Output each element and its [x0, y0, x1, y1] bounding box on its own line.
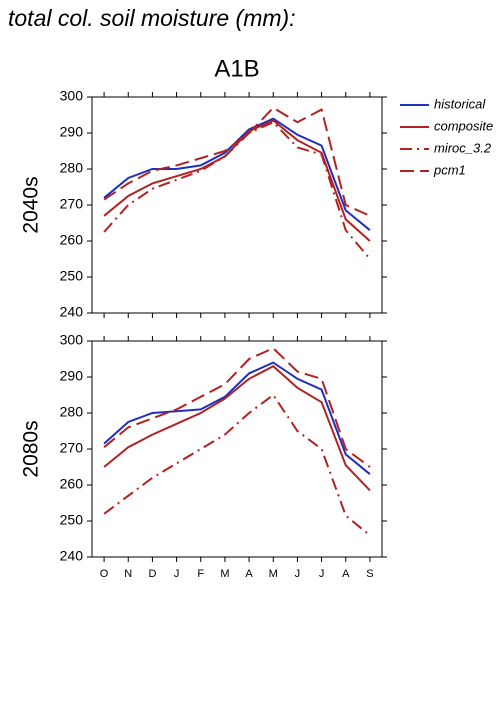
legend-label: composite: [434, 118, 493, 133]
y-axis-label: 2080s: [20, 420, 43, 477]
series-line: [103, 364, 371, 492]
y-tick-label: 260: [60, 232, 84, 248]
x-tick-label: A: [342, 568, 350, 580]
series-line: [103, 120, 371, 260]
y-tick-label: 240: [60, 304, 84, 320]
y-tick-label: 240: [60, 548, 84, 564]
legend-label: historical: [434, 96, 486, 111]
x-tick-label: J: [319, 568, 325, 580]
y-tick-label: 270: [60, 440, 84, 456]
y-tick-label: 290: [60, 368, 84, 384]
series-line: [103, 106, 371, 217]
x-tick-label: S: [366, 568, 373, 580]
series-line: [103, 393, 371, 537]
x-tick-label: F: [197, 568, 204, 580]
panel-title: A1B: [214, 55, 259, 82]
series-line: [103, 361, 371, 475]
y-tick-label: 260: [60, 476, 84, 492]
x-tick-label: M: [220, 568, 229, 580]
y-tick-label: 280: [60, 404, 84, 420]
x-tick-label: J: [174, 568, 180, 580]
y-axis-label: 2040s: [20, 176, 43, 233]
x-tick-label: A: [245, 568, 253, 580]
y-tick-label: 300: [60, 88, 84, 104]
x-tick-label: O: [100, 568, 109, 580]
y-tick-label: 250: [60, 512, 84, 528]
y-tick-label: 270: [60, 196, 84, 212]
y-tick-label: 300: [60, 332, 84, 348]
x-tick-label: D: [148, 568, 156, 580]
page-title: total col. soil moisture (mm):: [8, 5, 296, 31]
x-tick-label: N: [124, 568, 132, 580]
y-tick-label: 280: [60, 160, 84, 176]
legend-label: miroc_3.2: [434, 140, 492, 155]
series-line: [103, 347, 371, 468]
x-tick-label: J: [295, 568, 301, 580]
y-tick-label: 290: [60, 124, 84, 140]
x-tick-label: M: [269, 568, 278, 580]
y-tick-label: 250: [60, 268, 84, 284]
legend-label: pcm1: [433, 162, 466, 177]
